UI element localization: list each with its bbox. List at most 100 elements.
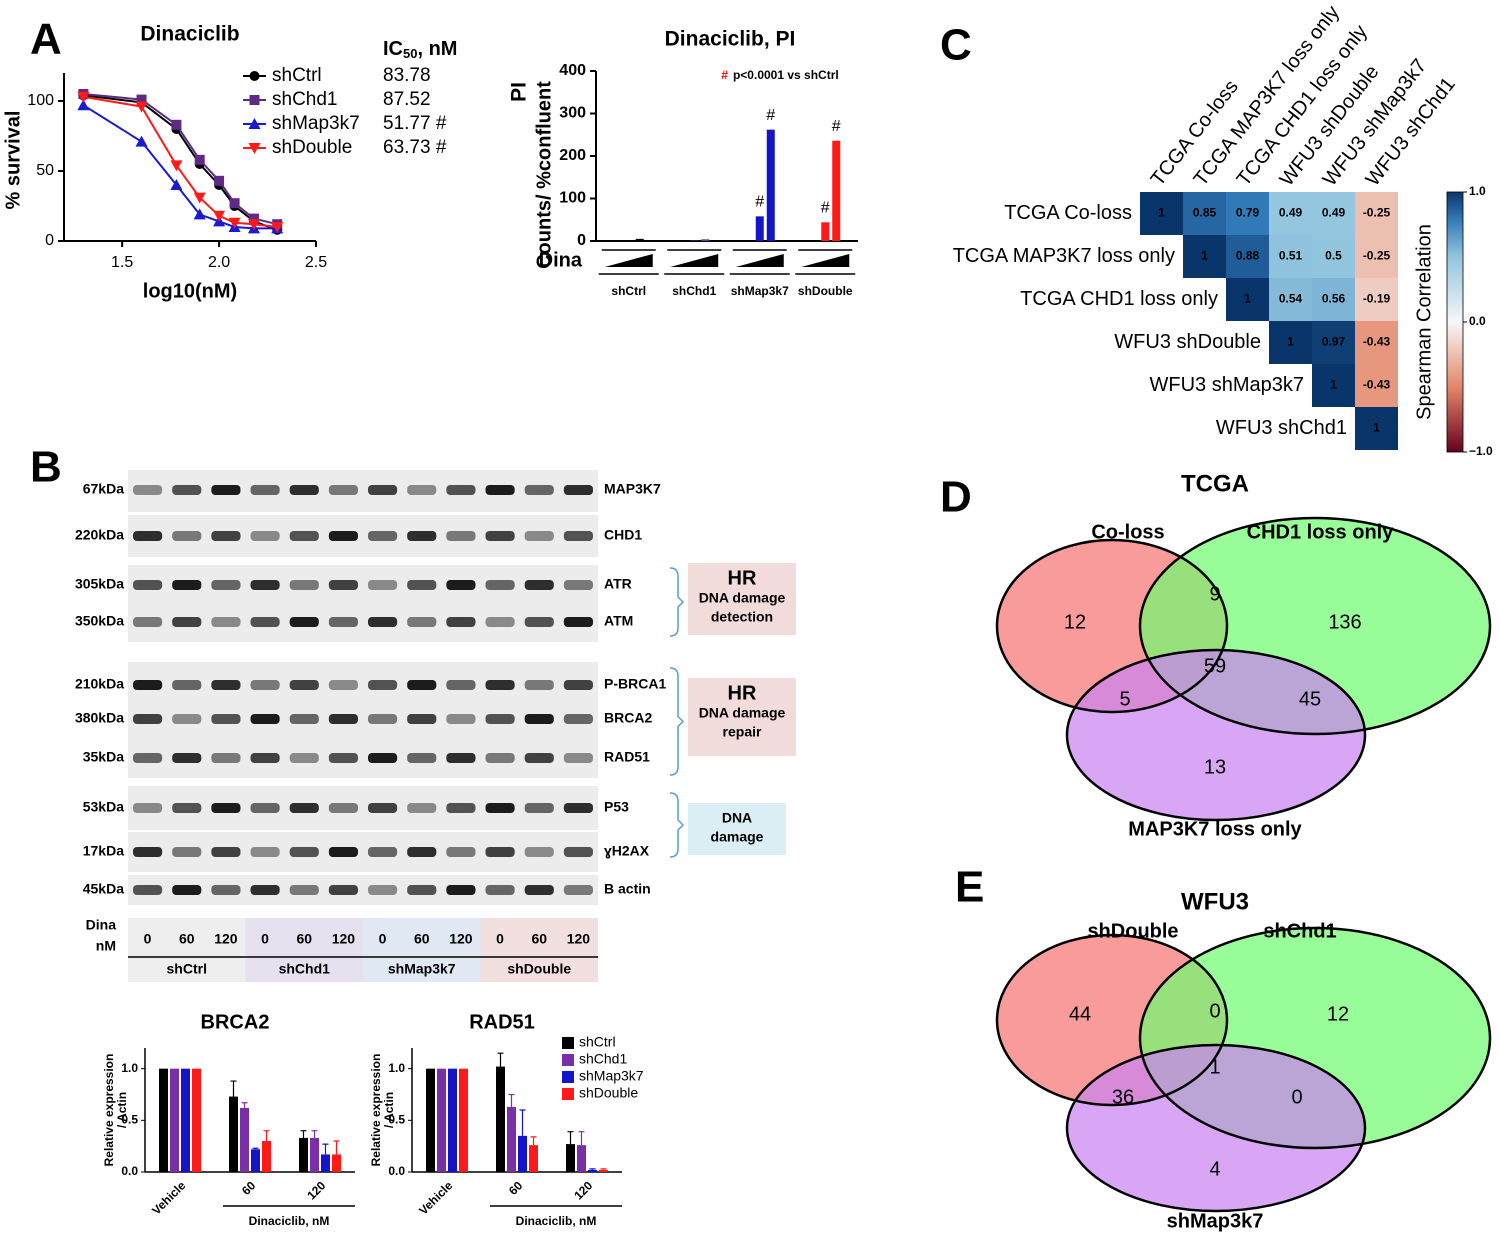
heatmap-cell	[1312, 321, 1355, 364]
blot-band	[485, 680, 515, 690]
cell-label: 0.51	[1279, 249, 1303, 263]
row-label: TCGA MAP3K7 loss only	[953, 245, 1175, 267]
ic50-label: 63.73 #	[383, 137, 447, 158]
blot-band	[250, 580, 280, 590]
blot-band	[407, 847, 437, 857]
blot-band	[250, 680, 280, 690]
y-axis-label: / Actin	[115, 1092, 129, 1128]
blot-band	[485, 531, 515, 541]
dose: 0	[496, 931, 504, 947]
y-tick-label: 0	[45, 232, 54, 249]
blot-band	[563, 885, 593, 895]
group-label: shChd1	[672, 284, 716, 298]
y-tick-label: 1.0	[388, 1061, 405, 1075]
venn-count: 44	[1069, 1003, 1091, 1025]
heatmap-cell	[1355, 321, 1398, 364]
blot-band	[446, 847, 476, 857]
error-bar	[241, 1102, 248, 1108]
annotation-symbol: #	[721, 68, 728, 82]
group-label: shDouble	[507, 961, 571, 977]
box-text: DNA damage	[699, 705, 786, 721]
chart-title: Dinaciclib, PI	[665, 28, 796, 51]
y-tick-label: 0.0	[388, 1164, 405, 1178]
box-text: DNA	[722, 810, 752, 826]
dose: 60	[179, 931, 195, 947]
bar	[635, 238, 644, 241]
protein-label: ATR	[604, 576, 632, 592]
blot-band	[133, 485, 163, 495]
venn-count: 4	[1209, 1158, 1220, 1180]
dose: 120	[567, 931, 591, 947]
marker	[193, 208, 206, 220]
blot-band	[289, 803, 319, 813]
error-bar	[322, 1143, 329, 1155]
blot-band	[524, 885, 554, 895]
brace	[669, 567, 685, 637]
blot-band	[563, 617, 593, 627]
legend-swatch	[562, 1037, 574, 1049]
error-bar	[508, 1093, 515, 1107]
protein-label: MAP3K7	[604, 481, 661, 497]
series-line	[83, 93, 278, 226]
blot-band	[407, 714, 437, 724]
legend-label: shChd1	[579, 1051, 627, 1067]
chart-title: RAD51	[469, 1011, 535, 1033]
blot-band	[368, 580, 398, 590]
blot-strip	[128, 832, 598, 872]
legend-label: shDouble	[579, 1085, 638, 1101]
panel-label: D	[940, 473, 972, 522]
x-axis-label: Dinaciclib, nM	[249, 1214, 330, 1228]
blot-band	[407, 803, 437, 813]
blot-strip	[128, 786, 598, 830]
marker	[135, 101, 148, 113]
blot-band	[172, 803, 202, 813]
blot-band	[172, 485, 202, 495]
x-tick-label: 120	[571, 1178, 595, 1202]
panel-label: B	[30, 443, 62, 492]
blot-band	[328, 885, 358, 895]
y-tick-label: 0.5	[121, 1113, 138, 1127]
group-label: shDouble	[798, 284, 853, 298]
blot-band	[133, 847, 163, 857]
x-tick-label: 60	[239, 1178, 259, 1198]
blot-band	[563, 580, 593, 590]
blot-band	[368, 885, 398, 895]
row-label: WFU3 shChd1	[1216, 417, 1347, 439]
cell-label: 0.85	[1193, 206, 1217, 220]
marker	[247, 219, 260, 231]
blot-band	[446, 531, 476, 541]
cell-label: 0.97	[1322, 335, 1346, 349]
blot-band	[328, 753, 358, 763]
blot-band	[328, 617, 358, 627]
y-tick-label: 100	[27, 92, 54, 109]
blot-band	[407, 485, 437, 495]
cell-label: 1	[1201, 249, 1208, 263]
blot-band	[250, 714, 280, 724]
blot-band	[485, 580, 515, 590]
blot-band	[328, 485, 358, 495]
blot-band	[250, 531, 280, 541]
blot-band	[563, 753, 593, 763]
venn-outline	[1138, 926, 1492, 1150]
significance-mark: #	[821, 200, 830, 217]
protein-label: ATM	[604, 613, 633, 629]
row-label: WFU3 shDouble	[1114, 331, 1261, 353]
blot-band	[563, 803, 593, 813]
heatmap-cell	[1183, 192, 1226, 235]
legend-marker	[249, 71, 260, 81]
bar	[832, 140, 841, 241]
blot-band	[211, 847, 241, 857]
protein-label: CHD1	[604, 527, 642, 543]
bar	[229, 1096, 238, 1172]
ic50-label: 83.78	[383, 65, 431, 86]
bar	[529, 1145, 538, 1172]
cell-label: -0.19	[1363, 292, 1391, 306]
band-size: 53kDa	[83, 799, 124, 815]
bar	[332, 1154, 341, 1172]
blot-band	[446, 580, 476, 590]
protein-label: RAD51	[604, 749, 650, 765]
error-bar	[589, 1168, 596, 1170]
cell-label: -0.43	[1363, 378, 1391, 392]
error-bar	[263, 1130, 270, 1141]
blot-band	[289, 531, 319, 541]
